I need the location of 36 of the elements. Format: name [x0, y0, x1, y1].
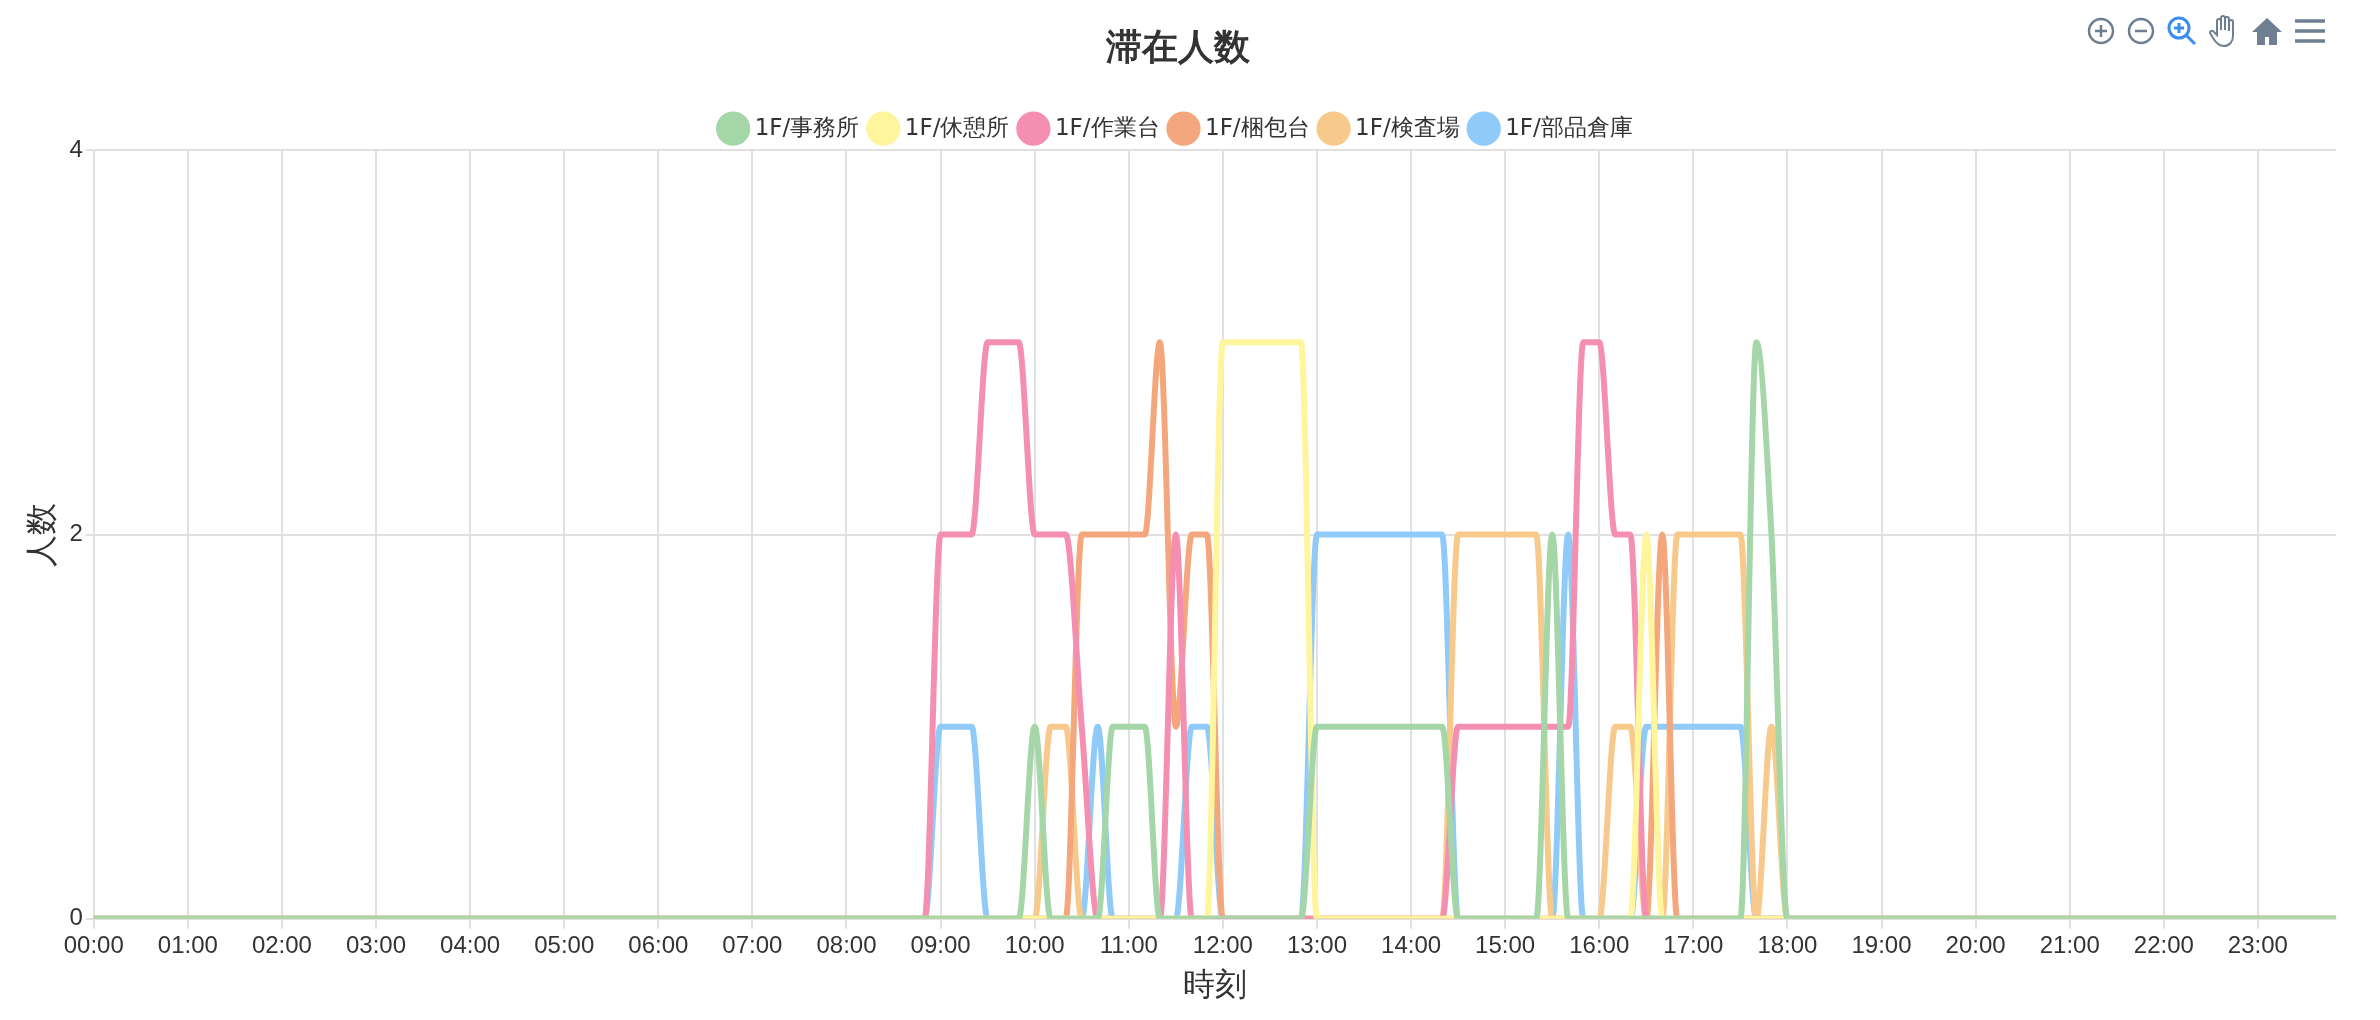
y-tick-label: 4 — [69, 134, 83, 162]
x-tick-label: 16:00 — [1569, 930, 1630, 958]
x-tick-label: 19:00 — [1851, 930, 1912, 958]
x-tick-label: 17:00 — [1663, 930, 1724, 958]
legend-label: 1F/事務所 — [754, 113, 860, 140]
x-tick-label: 23:00 — [2227, 930, 2288, 958]
x-tick-label: 10:00 — [1004, 930, 1065, 958]
x-tick-label: 03:00 — [346, 930, 407, 958]
x-tick-label: 15:00 — [1475, 930, 1536, 958]
x-tick-label: 09:00 — [910, 930, 971, 958]
x-tick-label: 18:00 — [1757, 930, 1818, 958]
x-tick-label: 13:00 — [1286, 930, 1347, 958]
x-tick-label: 11:00 — [1099, 930, 1158, 958]
x-tick-label: 04:00 — [440, 930, 501, 958]
x-tick-label: 22:00 — [2133, 930, 2194, 958]
x-tick-label: 07:00 — [722, 930, 783, 958]
legend-label: 1F/作業台 — [1054, 113, 1160, 140]
legend-label: 1F/休憩所 — [904, 113, 1010, 140]
x-tick-label: 02:00 — [251, 930, 312, 958]
x-tick-label: 01:00 — [157, 930, 218, 958]
x-tick-label: 00:00 — [63, 930, 124, 958]
legend-label: 1F/部品倉庫 — [1505, 113, 1633, 140]
y-tick-label: 0 — [69, 903, 83, 931]
x-tick-label: 06:00 — [628, 930, 689, 958]
x-tick-label: 21:00 — [2039, 930, 2100, 958]
x-tick-label: 12:00 — [1192, 930, 1253, 958]
legend-label: 1F/梱包台 — [1205, 113, 1310, 140]
y-axis-title: 人数 — [21, 502, 60, 567]
chart-title: 滞在人数 — [1105, 25, 1251, 67]
x-tick-label: 05:00 — [534, 930, 595, 958]
legend-label: 1F/検査場 — [1355, 113, 1460, 140]
x-tick-label: 20:00 — [1945, 930, 2006, 958]
x-axis-title: 時刻 — [1182, 965, 1247, 1004]
x-tick-label: 14:00 — [1381, 930, 1442, 958]
y-tick-label: 2 — [69, 519, 83, 547]
x-tick-label: 08:00 — [816, 930, 877, 958]
